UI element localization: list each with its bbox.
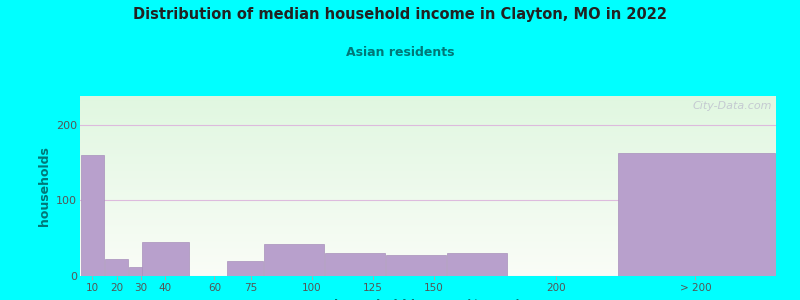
- Bar: [105, 260, 128, 276]
- Bar: [618, 154, 775, 276]
- Bar: [130, 267, 153, 276]
- Bar: [81, 155, 104, 276]
- X-axis label: household income ($1000): household income ($1000): [334, 298, 522, 300]
- Bar: [386, 255, 446, 276]
- Bar: [264, 244, 323, 276]
- Text: Distribution of median household income in Clayton, MO in 2022: Distribution of median household income …: [133, 8, 667, 22]
- Y-axis label: households: households: [38, 146, 50, 226]
- Bar: [227, 261, 262, 276]
- Text: Asian residents: Asian residents: [346, 46, 454, 59]
- Text: City-Data.com: City-Data.com: [693, 101, 773, 111]
- Bar: [142, 242, 190, 276]
- Bar: [325, 253, 385, 276]
- Bar: [447, 253, 506, 276]
